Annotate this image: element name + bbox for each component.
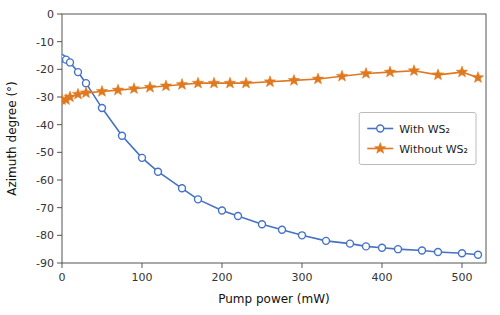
- series-point: [299, 232, 306, 239]
- series-point: [360, 67, 371, 78]
- series-point: [379, 244, 386, 251]
- series-point: [75, 69, 82, 76]
- series-point: [195, 196, 202, 203]
- series-point: [435, 248, 442, 255]
- y-tick: [57, 180, 62, 181]
- series-point: [96, 85, 107, 96]
- x-axis-label: Pump power (mW): [218, 292, 330, 306]
- legend-marker: [375, 143, 386, 154]
- y-tick: [57, 235, 62, 236]
- series-point: [323, 237, 330, 244]
- y-axis-label: Azimuth degree (°): [5, 81, 19, 196]
- y-tick-label: -50: [36, 146, 54, 159]
- series-point: [99, 105, 106, 112]
- series-point: [155, 168, 162, 175]
- series-point: [112, 84, 123, 95]
- y-tick: [57, 14, 62, 15]
- series-point: [128, 83, 139, 94]
- series-point: [83, 80, 90, 87]
- x-tick: [62, 263, 63, 268]
- y-tick-label: -90: [36, 257, 54, 270]
- series-point: [419, 247, 426, 254]
- series-point: [384, 66, 395, 77]
- x-tick-label: 0: [59, 271, 66, 284]
- y-tick-label: 0: [47, 8, 54, 21]
- y-tick-label: -40: [36, 119, 54, 132]
- chart: 0 100 200 300 400 500 0 -10 -20 -30 -40 -50 -60 -70 -8…: [0, 0, 500, 315]
- legend: With WS₂ Without WS₂: [359, 113, 476, 165]
- series-point: [408, 65, 419, 76]
- series-point: [312, 73, 323, 84]
- series-point: [279, 226, 286, 233]
- series-point: [144, 81, 155, 92]
- x-tick: [302, 263, 303, 268]
- series-line: [62, 58, 478, 254]
- y-tick: [57, 152, 62, 153]
- plot-frame: [62, 14, 486, 263]
- x-tick: [382, 263, 383, 268]
- series-point: [208, 77, 219, 88]
- series-point: [259, 221, 266, 228]
- series-point: [119, 132, 126, 139]
- series-point: [475, 251, 482, 258]
- series-point: [395, 246, 402, 253]
- series-point: [472, 72, 483, 83]
- y-tick: [57, 41, 62, 42]
- series-point: [224, 77, 235, 88]
- series-point: [336, 70, 347, 81]
- series-point: [432, 69, 443, 80]
- series-point: [363, 243, 370, 250]
- legend-box: [359, 113, 476, 165]
- x-tick-label: 300: [292, 271, 313, 284]
- series-point: [179, 185, 186, 192]
- y-tick: [57, 69, 62, 70]
- series-point: [139, 154, 146, 161]
- x-tick-label: 100: [132, 271, 153, 284]
- legend-marker: [377, 125, 384, 132]
- x-tick-label: 500: [452, 271, 473, 284]
- y-tick: [57, 97, 62, 98]
- y-tick-label: -30: [36, 91, 54, 104]
- series-point: [192, 77, 203, 88]
- series-point: [264, 76, 275, 87]
- series-point: [176, 79, 187, 90]
- y-tick-label: -70: [36, 202, 54, 215]
- plot-data: [62, 55, 484, 258]
- x-tick: [462, 263, 463, 268]
- y-tick-label: -80: [36, 229, 54, 242]
- y-tick: [57, 207, 62, 208]
- x-tick-label: 400: [372, 271, 393, 284]
- series-point: [80, 87, 91, 98]
- series-line: [62, 71, 478, 100]
- y-tick-label: -10: [36, 36, 54, 49]
- series-point: [219, 207, 226, 214]
- series-point: [72, 88, 83, 99]
- series-point: [347, 240, 354, 247]
- y-tick-label: -20: [36, 63, 54, 76]
- y-tick: [57, 124, 62, 125]
- legend-label: With WS₂: [399, 123, 450, 136]
- x-tick: [222, 263, 223, 268]
- series-point: [288, 74, 299, 85]
- series-point: [67, 59, 74, 66]
- series-point: [456, 66, 467, 77]
- series-point: [235, 212, 242, 219]
- series-point: [459, 250, 466, 257]
- x-tick-label: 200: [212, 271, 233, 284]
- y-tick-label: -60: [36, 174, 54, 187]
- series-point: [240, 77, 251, 88]
- x-tick: [142, 263, 143, 268]
- series-point: [160, 80, 171, 91]
- legend-label: Without WS₂: [399, 143, 468, 156]
- y-tick: [57, 263, 62, 264]
